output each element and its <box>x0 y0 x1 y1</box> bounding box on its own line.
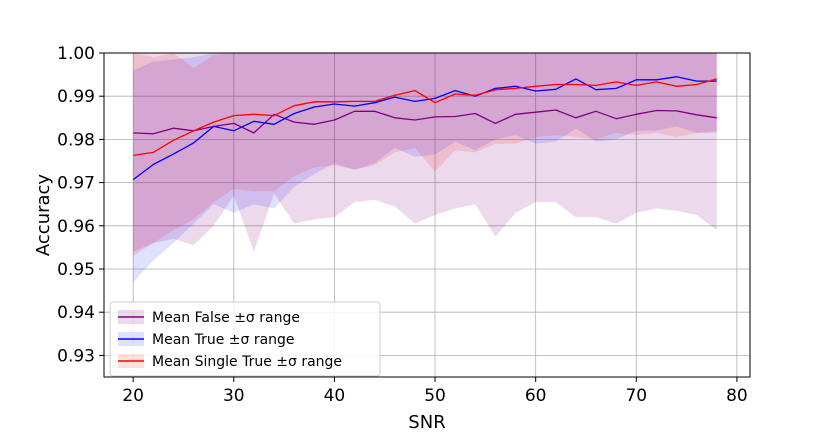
y-tick-label: 0.99 <box>57 87 95 107</box>
sigma-bands <box>133 53 717 282</box>
series-lines <box>132 76 717 181</box>
x-axis-ticks: 20 30 40 50 60 70 80 <box>122 377 748 406</box>
x-tick-label: 20 <box>122 386 144 406</box>
x-tick-label: 40 <box>324 386 346 406</box>
sigma-band-2 <box>133 53 717 256</box>
y-tick-label: 0.94 <box>57 303 95 323</box>
x-tick-label: 70 <box>625 386 647 406</box>
x-axis-label: SNR <box>408 412 445 433</box>
y-tick-label: 0.98 <box>57 130 95 150</box>
series-line-1 <box>132 76 717 181</box>
x-tick-label: 50 <box>424 386 446 406</box>
x-tick-label: 80 <box>726 386 748 406</box>
sigma-band-0 <box>133 53 717 252</box>
x-tick-label: 60 <box>525 386 547 406</box>
series-line-0 <box>133 109 717 135</box>
y-axis-label: Accuracy <box>33 174 54 257</box>
y-tick-label: 0.93 <box>57 346 95 366</box>
series-line-2 <box>133 78 717 157</box>
legend-label-2: Mean Single True ±σ range <box>152 354 342 370</box>
legend-label-0: Mean False ±σ range <box>152 310 300 326</box>
legend-box <box>109 301 381 377</box>
sigma-band-1 <box>133 53 717 282</box>
y-tick-label: 0.97 <box>57 174 95 194</box>
legend: Mean False ±σ range Mean True ±σ range Mea… <box>109 301 381 377</box>
y-axis-ticks: 0.93 0.94 0.95 0.96 0.97 0.98 0.99 1.00 <box>57 44 104 366</box>
x-tick-label: 30 <box>223 386 245 406</box>
y-tick-label: 0.96 <box>57 217 95 237</box>
plot-frame <box>103 52 751 378</box>
legend-label-1: Mean True ±σ range <box>152 332 295 348</box>
y-tick-label: 0.95 <box>57 260 95 280</box>
y-tick-label: 1.00 <box>57 44 95 64</box>
